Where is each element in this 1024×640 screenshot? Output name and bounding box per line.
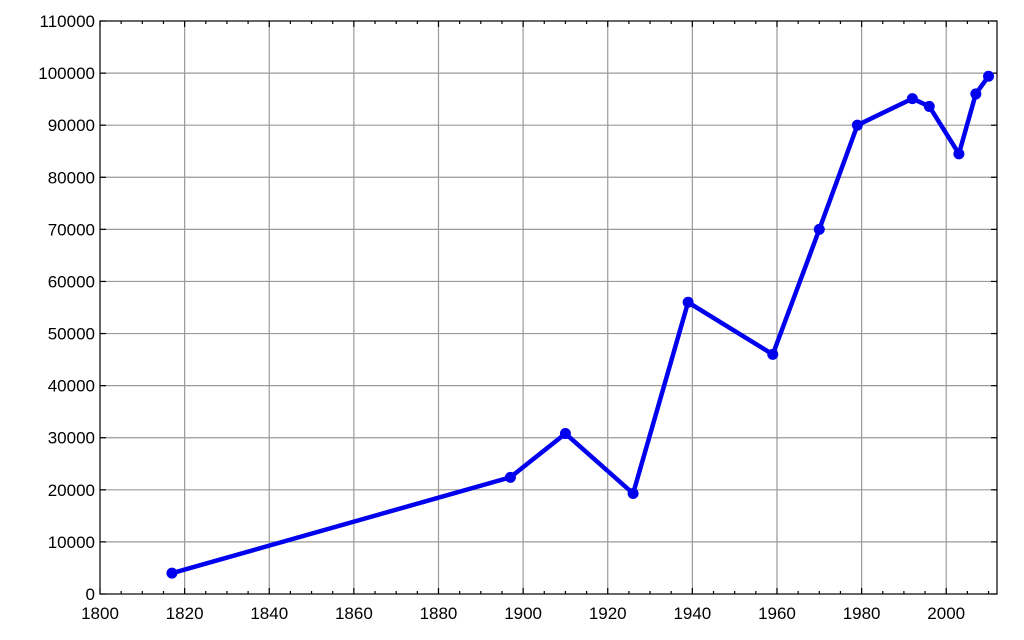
data-point bbox=[559, 428, 571, 440]
data-point bbox=[166, 567, 178, 579]
x-tick-label: 1860 bbox=[335, 604, 373, 623]
y-tick-label: 50000 bbox=[48, 325, 95, 344]
data-point bbox=[970, 88, 982, 100]
x-tick-label: 1800 bbox=[81, 604, 119, 623]
x-tick-label: 1880 bbox=[420, 604, 458, 623]
data-point bbox=[983, 70, 995, 82]
x-tick-label: 1840 bbox=[250, 604, 288, 623]
x-tick-label: 1980 bbox=[843, 604, 881, 623]
data-point bbox=[627, 487, 639, 499]
x-tick-label: 1900 bbox=[504, 604, 542, 623]
x-tick-label: 1820 bbox=[166, 604, 204, 623]
data-point bbox=[682, 296, 694, 308]
data-point bbox=[767, 348, 779, 360]
y-tick-label: 60000 bbox=[48, 272, 95, 291]
y-tick-label: 80000 bbox=[48, 168, 95, 187]
data-point bbox=[851, 119, 863, 131]
x-tick-label: 1960 bbox=[758, 604, 796, 623]
y-tick-label: 10000 bbox=[48, 533, 95, 552]
x-tick-label: 1940 bbox=[673, 604, 711, 623]
series-group bbox=[166, 70, 995, 579]
y-tick-label: 0 bbox=[86, 585, 95, 604]
x-axis-tick-labels: 1800 1820 1840 1860 1880 1900 1920 1940 1960 1980… bbox=[81, 604, 965, 623]
y-tick-label: 100000 bbox=[38, 64, 95, 83]
tick-marks bbox=[99, 20, 997, 595]
y-axis-tick-labels: 0 10000 20000 30000 40000 50000 60000 70000 8000… bbox=[38, 12, 95, 604]
y-tick-label: 40000 bbox=[48, 377, 95, 396]
x-tick-label: 1920 bbox=[589, 604, 627, 623]
data-point bbox=[906, 93, 918, 105]
grid bbox=[100, 21, 997, 594]
y-tick-label: 70000 bbox=[48, 220, 95, 239]
data-point bbox=[504, 471, 516, 483]
y-tick-label: 90000 bbox=[48, 116, 95, 135]
data-point bbox=[813, 223, 825, 235]
series-line bbox=[169, 73, 991, 576]
y-tick-label: 30000 bbox=[48, 429, 95, 448]
y-tick-label: 20000 bbox=[48, 481, 95, 500]
data-point bbox=[953, 148, 965, 160]
x-tick-label: 2000 bbox=[927, 604, 965, 623]
data-point bbox=[923, 100, 935, 112]
y-tick-label: 110000 bbox=[40, 12, 95, 31]
plot-frame bbox=[99, 20, 998, 595]
